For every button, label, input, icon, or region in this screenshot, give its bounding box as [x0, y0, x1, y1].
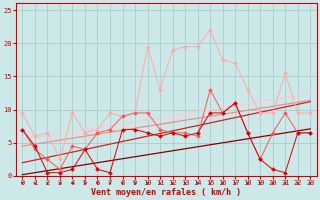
X-axis label: Vent moyen/en rafales ( km/h ): Vent moyen/en rafales ( km/h ) [91, 188, 241, 197]
